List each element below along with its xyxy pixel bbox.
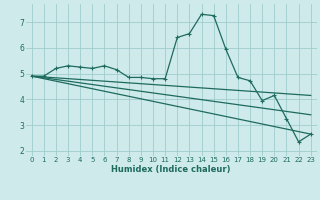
X-axis label: Humidex (Indice chaleur): Humidex (Indice chaleur)	[111, 165, 231, 174]
